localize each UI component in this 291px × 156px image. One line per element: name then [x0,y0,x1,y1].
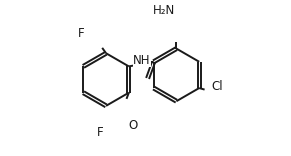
Text: NH: NH [133,54,151,67]
Text: F: F [97,126,104,139]
Text: H₂N: H₂N [152,4,175,17]
Text: Cl: Cl [211,80,223,93]
Text: F: F [78,27,85,40]
Text: O: O [129,119,138,132]
